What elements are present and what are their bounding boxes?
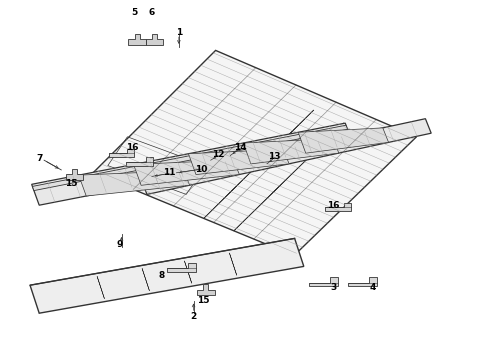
Text: 3: 3 — [330, 284, 336, 292]
Text: 11: 11 — [163, 168, 175, 177]
Polygon shape — [30, 238, 304, 313]
Text: 13: 13 — [268, 152, 281, 161]
Text: 5: 5 — [132, 8, 138, 17]
Text: 9: 9 — [117, 240, 123, 249]
Polygon shape — [309, 277, 338, 286]
Polygon shape — [79, 171, 190, 196]
Polygon shape — [244, 139, 339, 164]
Polygon shape — [109, 149, 134, 157]
Polygon shape — [126, 157, 153, 166]
Polygon shape — [146, 34, 163, 45]
Polygon shape — [325, 202, 351, 211]
Text: 14: 14 — [234, 143, 246, 152]
Polygon shape — [141, 119, 431, 194]
Polygon shape — [128, 34, 146, 45]
Polygon shape — [197, 284, 215, 295]
Polygon shape — [189, 149, 289, 175]
Text: 7: 7 — [36, 154, 43, 163]
Text: 12: 12 — [212, 150, 224, 159]
Text: 10: 10 — [195, 165, 207, 174]
Text: 8: 8 — [159, 271, 165, 280]
Polygon shape — [167, 263, 196, 272]
Text: 6: 6 — [149, 8, 155, 17]
Text: 2: 2 — [191, 312, 196, 321]
Text: 1: 1 — [176, 28, 182, 37]
Polygon shape — [97, 276, 104, 299]
Polygon shape — [32, 125, 347, 190]
Polygon shape — [348, 277, 377, 286]
Text: 4: 4 — [369, 284, 376, 292]
Polygon shape — [142, 268, 149, 291]
Text: 15: 15 — [65, 179, 77, 188]
Polygon shape — [66, 168, 83, 180]
Polygon shape — [229, 253, 237, 275]
Polygon shape — [32, 123, 353, 205]
Text: 16: 16 — [327, 201, 340, 210]
Polygon shape — [184, 261, 192, 283]
Polygon shape — [93, 50, 416, 256]
Text: 15: 15 — [197, 296, 210, 305]
Polygon shape — [134, 160, 239, 185]
Polygon shape — [298, 128, 389, 153]
Text: 16: 16 — [126, 143, 139, 152]
